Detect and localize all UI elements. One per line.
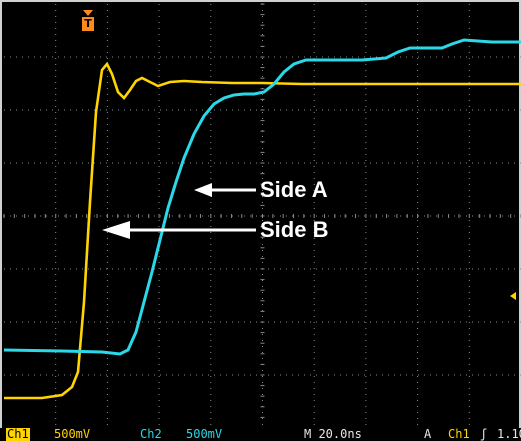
waveform-layer bbox=[3, 38, 521, 400]
scope-screen: T Side A Side B bbox=[0, 0, 521, 428]
side-b-label: Side B bbox=[260, 217, 329, 242]
side-a-arrow bbox=[194, 183, 256, 197]
trigger-mode: A bbox=[424, 427, 432, 441]
trigger-position-icon: T bbox=[82, 10, 94, 36]
side-b-arrow bbox=[102, 221, 256, 239]
channel-2-trace bbox=[3, 38, 521, 356]
side-b-arrowhead bbox=[102, 221, 130, 239]
side-a-label: Side A bbox=[260, 177, 328, 202]
channel-2-scale: 500mV bbox=[186, 427, 223, 441]
channel-2-label: Ch2 bbox=[140, 427, 162, 441]
channel-1-scale: 500mV bbox=[54, 427, 91, 441]
channel-1-label: Ch1 bbox=[6, 427, 30, 441]
trigger-slope-icon: ʃ bbox=[480, 427, 488, 441]
side-a-arrowhead bbox=[194, 183, 212, 197]
channel-1-trace bbox=[4, 61, 521, 400]
trigger-source: Ch1 bbox=[448, 427, 470, 441]
trigger-level-readout: 1.10 V bbox=[497, 427, 521, 441]
status-bar: Ch1 500mV Ch2 500mV M 20.0ns A Ch1 ʃ 1.1… bbox=[0, 428, 521, 441]
trigger-level-icon bbox=[510, 292, 516, 300]
timebase-readout: M 20.0ns bbox=[304, 427, 362, 441]
graticule bbox=[3, 3, 521, 428]
trigger-glyph: T bbox=[82, 17, 94, 31]
